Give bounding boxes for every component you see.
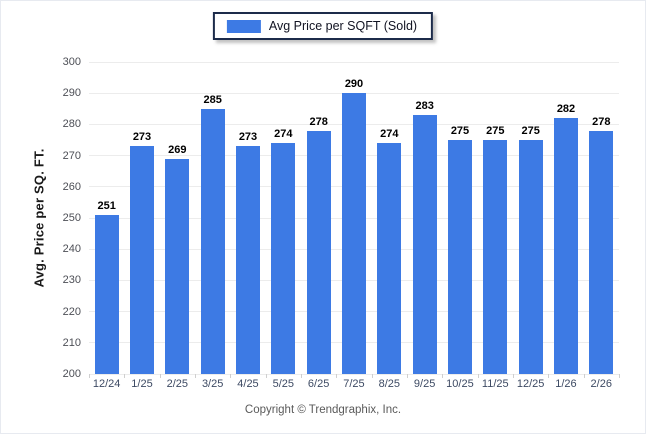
bar-slot: 251 — [89, 62, 124, 374]
bar-value-label: 269 — [168, 143, 187, 156]
bar-value-label: 273 — [238, 131, 258, 144]
x-axis-tick — [336, 374, 338, 378]
bar-value-label: 278 — [592, 115, 611, 128]
bar — [377, 143, 402, 374]
x-tick-label: 4/25 — [237, 378, 259, 390]
bar — [306, 130, 331, 374]
bar-slot: 275 — [442, 62, 477, 374]
bar — [483, 140, 508, 374]
x-axis-tick — [619, 374, 620, 378]
x-axis-tick — [548, 374, 550, 378]
bar-slot: 282 — [548, 62, 583, 374]
bar — [271, 143, 296, 374]
x-tick-label: 1/26 — [555, 378, 577, 390]
bar-slot: 275 — [513, 62, 548, 374]
bar — [200, 108, 225, 374]
bar — [447, 140, 472, 374]
x-tick-label: 7/25 — [343, 378, 365, 390]
gridline — [89, 92, 619, 94]
x-axis-tick — [159, 374, 161, 378]
gridline — [89, 61, 619, 63]
x-axis-tick — [407, 374, 408, 378]
x-axis-tick — [230, 374, 232, 378]
y-tick-label: 220 — [62, 305, 81, 318]
bar-slot: 290 — [336, 62, 371, 374]
bar — [518, 140, 543, 374]
bar-slot: 275 — [478, 62, 513, 374]
bar-value-label: 251 — [97, 199, 116, 212]
x-axis-tick — [477, 374, 479, 378]
x-axis-tick — [513, 374, 514, 378]
bar — [341, 93, 366, 374]
x-tick-label: 10/25 — [446, 378, 474, 390]
y-tick-label: 270 — [62, 149, 81, 162]
legend-label: Avg Price per SQFT (Sold) — [268, 19, 418, 33]
x-tick-label: 3/25 — [201, 378, 224, 390]
bar-slot: 273 — [124, 62, 159, 374]
bar-slot: 274 — [266, 62, 301, 374]
x-tick-label: 1/25 — [131, 378, 153, 390]
x-axis-tick — [583, 374, 585, 378]
x-axis-tick — [89, 374, 90, 378]
x-tick-label: 11/25 — [481, 378, 509, 390]
bar-slot: 278 — [301, 62, 336, 374]
y-tick-label: 230 — [62, 274, 81, 287]
x-tick-label: 5/25 — [272, 378, 295, 390]
bar-value-label: 278 — [309, 115, 328, 128]
gridline — [89, 373, 619, 375]
bar-value-label: 274 — [380, 128, 399, 141]
x-axis-tick — [371, 374, 373, 378]
bar-value-label: 274 — [274, 128, 293, 141]
bar-value-label: 285 — [203, 93, 222, 106]
bar-value-label: 290 — [344, 78, 364, 91]
bar-slot: 285 — [195, 62, 230, 374]
x-tick-label: 2/25 — [166, 378, 189, 390]
y-tick-label: 260 — [62, 180, 81, 193]
bar-value-label: 273 — [132, 131, 152, 144]
bar — [589, 130, 614, 374]
y-tick-label: 240 — [62, 243, 81, 256]
x-tick-label: 12/25 — [516, 378, 545, 390]
bar-slot: 274 — [372, 62, 407, 374]
copyright-text: Copyright © Trendgraphix, Inc. — [244, 404, 402, 416]
y-tick-label: 210 — [62, 336, 81, 349]
bar-slot: 283 — [407, 62, 442, 374]
x-axis: 12/24 1/25 2/25 3/25 4/25 5/25 6/25 7/25 8/25 9/2… — [89, 378, 619, 394]
y-tick-label: 200 — [62, 368, 81, 380]
bar-value-label: 275 — [486, 125, 505, 137]
bar — [553, 118, 578, 374]
x-axis-tick — [301, 374, 302, 378]
bar — [412, 115, 437, 374]
x-tick-label: 2/26 — [590, 378, 612, 390]
bar-slot: 278 — [584, 62, 619, 374]
y-tick-label: 250 — [62, 212, 81, 224]
bar-value-label: 275 — [450, 125, 470, 137]
x-tick-label: 12/24 — [92, 378, 121, 390]
x-tick-label: 8/25 — [378, 378, 400, 390]
x-tick-label: 6/25 — [307, 378, 330, 390]
x-axis-tick — [124, 374, 126, 378]
y-tick-label: 280 — [62, 118, 81, 131]
bar-value-label: 282 — [556, 103, 576, 116]
bar-slot: 273 — [230, 62, 265, 374]
y-tick-label: 300 — [62, 56, 81, 68]
bar-value-label: 275 — [521, 125, 540, 137]
x-tick-label: 9/25 — [413, 378, 436, 390]
bar — [165, 158, 190, 374]
y-axis: 200 210 220 230 240 250 260 270 280 290 300 — [1, 56, 85, 380]
x-axis-tick — [195, 374, 196, 378]
legend: Avg Price per SQFT (Sold) — [212, 12, 434, 40]
x-axis-tick — [442, 374, 444, 378]
legend-swatch-icon — [226, 19, 261, 33]
plot-area: 251 273 269 285 273 274 278 290 274 283 275 275 275 2… — [89, 61, 620, 378]
bar — [235, 146, 260, 374]
bar-value-label: 283 — [415, 100, 434, 113]
bar — [94, 214, 119, 374]
x-axis-tick — [265, 374, 267, 378]
bar-slot: 269 — [160, 62, 195, 374]
y-tick-label: 290 — [62, 87, 81, 100]
bar — [129, 146, 154, 374]
